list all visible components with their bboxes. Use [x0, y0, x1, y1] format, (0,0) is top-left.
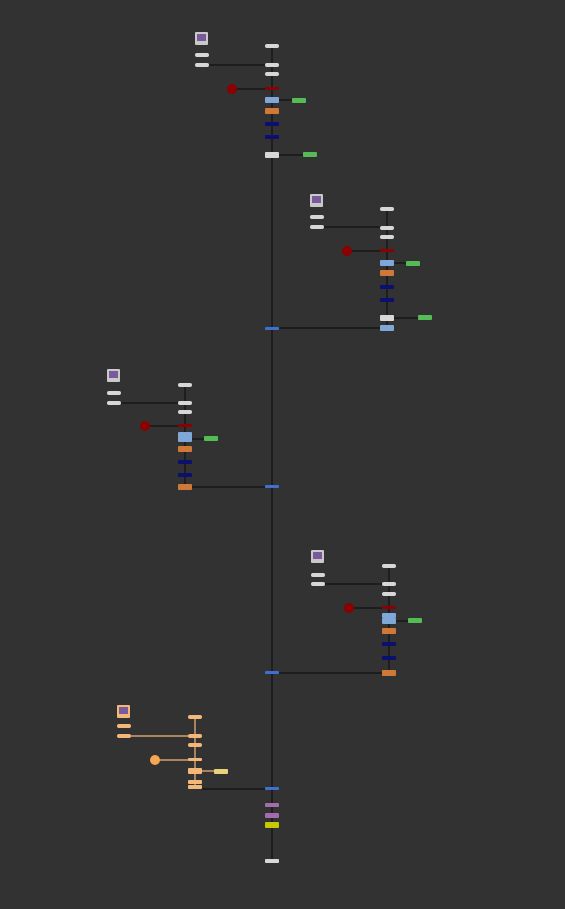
branch-5-orange-dot[interactable] [150, 755, 160, 765]
branch-5-dot-3[interactable] [188, 715, 202, 719]
branch-2-grade-node[interactable] [380, 270, 394, 276]
branch-3-dot-2[interactable] [107, 401, 121, 405]
branch-1-transform-1[interactable] [265, 122, 279, 126]
branch-2-roto-node[interactable] [380, 260, 394, 266]
branch-2-red-dot[interactable] [342, 246, 352, 256]
branch-5-yellow-tab[interactable] [214, 769, 228, 774]
branch-2-green-tab-2[interactable] [418, 315, 432, 320]
branch-1-green-tab[interactable] [292, 98, 306, 103]
branch-2-transform-2[interactable] [380, 298, 394, 302]
branch-5-merge-node[interactable] [265, 787, 279, 790]
branch-1-red-dot[interactable] [227, 84, 237, 94]
branch-2-dot-5[interactable] [380, 235, 394, 239]
branch-1-dot-4[interactable] [265, 63, 279, 67]
output-node-1[interactable] [265, 803, 279, 807]
branch-4-dot-3[interactable] [382, 564, 396, 568]
branch-4-dot-1[interactable] [311, 573, 325, 577]
branch-5-transform-1[interactable] [188, 780, 202, 784]
branch-4-roto-node-2[interactable] [382, 618, 396, 624]
branch-3-roto-node[interactable] [178, 432, 192, 437]
branch-2-transform-1[interactable] [380, 285, 394, 289]
branch-4-roto-node[interactable] [382, 613, 396, 618]
branch-5-red-node[interactable] [188, 758, 202, 761]
branch-3-thumbnail [109, 371, 118, 378]
branch-3-roto-node-2[interactable] [178, 436, 192, 442]
branch-4-dot-5[interactable] [382, 592, 396, 596]
branch-2-green-tab[interactable] [406, 261, 420, 266]
branch-1-dot-5[interactable] [265, 72, 279, 76]
branch-4-transform-2[interactable] [382, 656, 396, 660]
branch-3-dot-4[interactable] [178, 401, 192, 405]
branch-5-dot-2[interactable] [117, 734, 131, 738]
branch-2-merge-node[interactable] [265, 327, 279, 330]
branch-1-dot-3[interactable] [265, 44, 279, 48]
branch-5-dot-5[interactable] [188, 743, 202, 747]
branch-5-transform-2[interactable] [188, 785, 202, 789]
branch-1-thumbnail [197, 34, 206, 41]
branch-4-merge-node[interactable] [265, 671, 279, 674]
branch-3-dot-5[interactable] [178, 410, 192, 414]
viewer-node[interactable] [265, 859, 279, 863]
branch-3-red-node[interactable] [178, 424, 192, 427]
branch-4-grade-node[interactable] [382, 628, 396, 634]
branch-3-grade-node[interactable] [178, 446, 192, 452]
branch-2-dot-3[interactable] [380, 207, 394, 211]
branch-1-green-tab-2[interactable] [303, 152, 317, 157]
output-node-2[interactable] [265, 813, 279, 818]
branch-4-red-dot[interactable] [344, 603, 354, 613]
branch-1-red-node[interactable] [265, 87, 279, 90]
branch-1-roto-node[interactable] [265, 97, 279, 103]
branch-1-dot-2[interactable] [195, 63, 209, 67]
branch-2-roto-node-2[interactable] [380, 325, 394, 331]
branch-3-grade-node-2[interactable] [178, 484, 192, 490]
branch-2-red-node[interactable] [380, 249, 394, 252]
branch-1-transform-2[interactable] [265, 135, 279, 139]
branch-2-dot-2[interactable] [310, 225, 324, 229]
branch-5-dot-4[interactable] [188, 734, 202, 738]
branch-4-dot-4[interactable] [382, 582, 396, 586]
branch-3-dot-3[interactable] [178, 383, 192, 387]
branch-1-white-node[interactable] [265, 152, 279, 158]
branch-2-dot-1[interactable] [310, 215, 324, 219]
branch-5-roto-node[interactable] [188, 768, 202, 774]
branch-2-white-node[interactable] [380, 315, 394, 321]
branch-5-thumbnail [119, 707, 128, 714]
branch-4-grade-node-2[interactable] [382, 670, 396, 676]
branch-4-thumbnail [313, 552, 322, 559]
branch-4-red-node[interactable] [382, 606, 396, 609]
branch-5-dot-1[interactable] [117, 724, 131, 728]
branch-4-transform-1[interactable] [382, 642, 396, 646]
branch-3-transform-2[interactable] [178, 473, 192, 477]
branch-4-green-tab[interactable] [408, 618, 422, 623]
branch-3-green-tab[interactable] [204, 436, 218, 441]
branch-2-dot-4[interactable] [380, 226, 394, 230]
branch-4-dot-2[interactable] [311, 582, 325, 586]
branch-3-merge-node[interactable] [265, 485, 279, 488]
branch-1-dot-1[interactable] [195, 53, 209, 57]
branch-1-grade-node[interactable] [265, 108, 279, 114]
branch-2-thumbnail [312, 196, 321, 203]
branch-3-red-dot[interactable] [140, 421, 150, 431]
branch-3-transform-1[interactable] [178, 460, 192, 464]
output-node-3[interactable] [265, 822, 279, 828]
branch-3-dot-1[interactable] [107, 391, 121, 395]
